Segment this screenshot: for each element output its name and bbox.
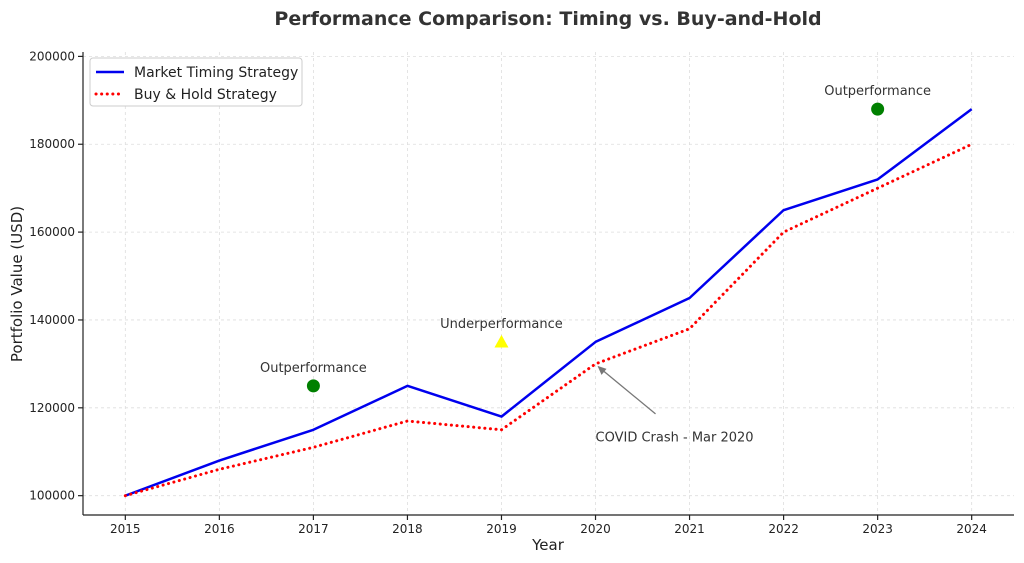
marker-label: Outperformance xyxy=(260,361,367,376)
y-axis-label: Portfolio Value (USD) xyxy=(8,206,26,362)
covid-arrow-line xyxy=(598,366,656,415)
y-tick-label: 180000 xyxy=(29,137,75,151)
marker-label: Outperformance xyxy=(824,84,931,99)
x-tick-label: 2019 xyxy=(486,522,517,536)
legend-box xyxy=(89,57,303,107)
y-tick-label: 140000 xyxy=(29,313,75,327)
x-tick-label: 2023 xyxy=(862,522,893,536)
underperformance-marker xyxy=(494,334,509,348)
outperformance-marker xyxy=(871,102,885,116)
series-line-buy-and-hold xyxy=(123,142,974,498)
x-tick-label: 2021 xyxy=(674,522,705,536)
series-layer xyxy=(123,108,974,498)
annotation-layer: Outperformance Underperformance Outperform… xyxy=(260,84,931,445)
covid-annotation-text: COVID Crash - Mar 2020 xyxy=(596,431,754,446)
grid-layer xyxy=(83,52,1014,515)
x-axis-label: Year xyxy=(531,536,565,554)
x-tick-label: 2016 xyxy=(204,522,235,536)
axes-layer: 2015 2016 2017 2018 2019 2020 2021 2022 2023 2024… xyxy=(29,49,1014,536)
series-line-market-timing xyxy=(124,108,973,497)
y-tick-label: 120000 xyxy=(29,401,75,415)
legend: Market Timing Strategy Buy & Hold Strateg… xyxy=(89,57,303,107)
marker-label: Underperformance xyxy=(440,317,563,332)
x-tick-label: 2017 xyxy=(298,522,329,536)
x-tick-label: 2018 xyxy=(392,522,423,536)
y-tick-label: 160000 xyxy=(29,225,75,239)
y-tick-label: 200000 xyxy=(29,49,75,63)
legend-entry: Buy & Hold Strategy xyxy=(134,87,277,103)
x-tick-label: 2024 xyxy=(956,522,987,536)
x-tick-label: 2020 xyxy=(580,522,611,536)
x-tick-label: 2022 xyxy=(768,522,799,536)
y-tick-label: 100000 xyxy=(29,489,75,503)
legend-entry: Market Timing Strategy xyxy=(134,65,298,81)
covid-arrow-head xyxy=(597,365,607,375)
chart-title: Performance Comparison: Timing vs. Buy-a… xyxy=(274,8,821,30)
x-tick-label: 2015 xyxy=(110,522,141,536)
outperformance-marker xyxy=(306,379,320,393)
